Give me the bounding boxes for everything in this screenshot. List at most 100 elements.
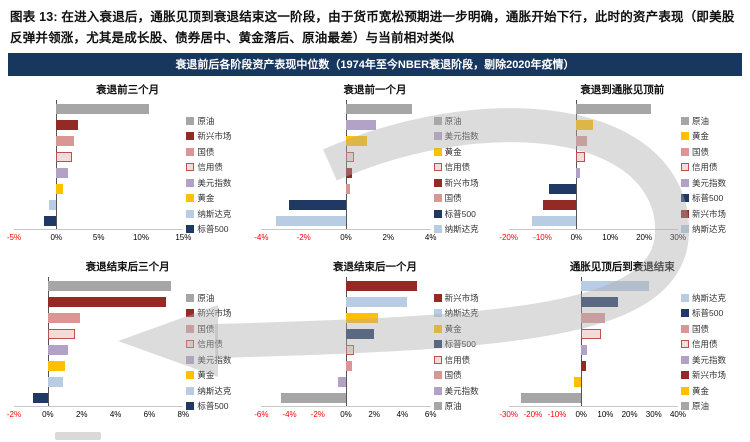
- legend-label-credit-bond: 信用债: [691, 162, 718, 172]
- footer: [0, 427, 750, 442]
- x-tick: 0%: [50, 233, 63, 243]
- legend-item-treasury-bond: 国债: [186, 323, 245, 335]
- legend: 原油 美元指数 黄金 信用债 新兴市场 国债 标普500 纳斯达克: [431, 100, 493, 249]
- bar-nasdaq: [47, 377, 64, 388]
- bar-crude-oil: [345, 104, 412, 115]
- bar-gold: [573, 377, 582, 388]
- legend-item-nasdaq: 纳斯达克: [186, 208, 245, 220]
- bar-nasdaq: [48, 200, 57, 211]
- legend-label-nasdaq: 纳斯达克: [197, 208, 232, 219]
- legend: 原油 新兴市场 国债 信用债 美元指数 黄金 纳斯达克 标普500: [183, 277, 245, 426]
- footer-logo-stub: [55, 432, 101, 440]
- x-axis: -5% 0% 5% 10% 15%: [7, 232, 191, 245]
- legend-item-gold: 黄金: [680, 385, 740, 397]
- x-tick: 10%: [132, 233, 149, 243]
- legend-label-emerging-markets: 新兴市场: [197, 131, 232, 141]
- legend-item-emerging-markets: 新兴市场: [186, 130, 245, 142]
- plot-area: [508, 277, 678, 408]
- legend-item-sp500: 标普500: [433, 208, 493, 220]
- legend-item-gold: 黄金: [186, 369, 245, 381]
- plot-area: [14, 277, 184, 408]
- legend-label-dollar-index: 美元指数: [691, 177, 726, 188]
- legend-swatch-emerging-markets: [433, 178, 442, 187]
- legend-label-crude-oil: 原油: [691, 401, 709, 411]
- legend-label-gold: 黄金: [444, 146, 462, 157]
- legend-swatch-crude-oil: [433, 116, 442, 125]
- legend-swatch-emerging-markets: [680, 209, 689, 218]
- x-tick: 2%: [368, 410, 380, 420]
- chart-post-recession-end-1m: 衰退结束后一个月 -6% -4% -2% 0% 2% 4% 6% 新兴市场 纳斯达克 黄金 标普500…: [254, 257, 493, 426]
- legend-swatch-treasury-bond: [680, 324, 689, 333]
- x-tick: -20%: [523, 410, 543, 420]
- bar-nasdaq: [532, 216, 577, 227]
- legend-label-treasury-bond: 国债: [197, 146, 215, 157]
- x-tick: 0%: [575, 410, 587, 420]
- x-tick: -30%: [499, 410, 518, 420]
- plot-wrap: -20% -10% 0% 10% 20% 30%: [499, 100, 686, 249]
- legend-swatch-gold: [433, 147, 442, 156]
- legend-swatch-nasdaq: [186, 209, 195, 218]
- legend-item-treasury-bond: 国债: [680, 146, 740, 158]
- bar-sp500: [581, 297, 618, 308]
- legend-label-emerging-markets: 新兴市场: [444, 177, 479, 188]
- legend-label-sp500: 标普500: [444, 339, 476, 349]
- x-tick: 20%: [636, 233, 653, 243]
- bar-dollar-index: [576, 168, 580, 179]
- chart-body-pre-recession-3m: -5% 0% 5% 10% 15% 原油 新兴市场 国债 信用债 美元指数 黄金 纳斯达克 标普500: [7, 100, 245, 249]
- legend-item-gold: 黄金: [186, 192, 245, 204]
- legend-swatch-sp500: [186, 402, 195, 410]
- chart-pre-recession-1m: 衰退前一个月 -4% -2% 0% 2% 4% 原油 美元指数 黄金 信用债 新兴市场 国债 标普500…: [254, 80, 493, 249]
- legend-item-crude-oil: 原油: [433, 400, 493, 412]
- legend-swatch-nasdaq: [680, 293, 689, 302]
- legend-item-credit-bond: 信用债: [680, 338, 740, 350]
- legend-item-sp500: 标普500: [680, 307, 740, 319]
- legend-item-credit-bond: 信用债: [433, 354, 493, 366]
- legend-item-emerging-markets: 新兴市场: [433, 292, 493, 304]
- legend-item-sp500: 标普500: [680, 192, 740, 204]
- charts-grid: 衰退前三个月 -5% 0% 5% 10% 15% 原油 新兴市场 国债 信用债 美元指数 黄金 纳斯达克…: [0, 80, 750, 426]
- legend-swatch-crude-oil: [186, 116, 195, 125]
- legend-label-sp500: 标普500: [197, 224, 229, 234]
- chart-body-post-recession-end-1m: -6% -4% -2% 0% 2% 4% 6% 新兴市场 纳斯达克 黄金 标普500 信用债 国债 美元指…: [254, 277, 493, 426]
- legend-swatch-emerging-markets: [433, 293, 442, 302]
- legend-label-credit-bond: 信用债: [691, 339, 718, 349]
- chart-title-pre-recession-1m: 衰退前一个月: [343, 84, 407, 97]
- x-tick: 4%: [424, 233, 437, 243]
- legend-item-gold: 黄金: [680, 130, 740, 142]
- legend-swatch-nasdaq: [680, 225, 689, 233]
- x-tick: 6%: [424, 410, 437, 420]
- legend-swatch-crude-oil: [186, 293, 195, 302]
- chart-post-recession-end-3m: 衰退结束后三个月 -2% 0% 2% 4% 6% 8% 原油 新兴市场 国债 信用债 美元指数 黄金 纳斯…: [6, 257, 245, 426]
- bar-credit-bond: [345, 152, 355, 163]
- x-tick: 30%: [669, 233, 686, 243]
- legend-item-treasury-bond: 国债: [186, 146, 245, 158]
- legend-swatch-dollar-index: [186, 178, 195, 187]
- bar-sp500: [43, 216, 57, 227]
- x-tick: -4%: [282, 410, 297, 420]
- bar-gold: [47, 361, 65, 372]
- legend-item-credit-bond: 信用债: [680, 161, 740, 173]
- x-tick: 0%: [340, 410, 352, 420]
- chart-title-pre-recession-3m: 衰退前三个月: [96, 84, 160, 97]
- legend-swatch-credit-bond: [680, 340, 689, 348]
- legend-item-nasdaq: 纳斯达克: [680, 223, 740, 235]
- x-tick: 30%: [645, 410, 662, 420]
- x-tick: 0%: [42, 410, 54, 420]
- legend-swatch-emerging-markets: [186, 132, 195, 140]
- legend-label-treasury-bond: 国债: [197, 323, 215, 334]
- legend-item-gold: 黄金: [433, 146, 493, 158]
- zero-axis-line: [345, 100, 347, 230]
- legend-item-crude-oil: 原油: [186, 292, 245, 304]
- legend-item-crude-oil: 原油: [186, 115, 245, 127]
- bar-credit-bond: [581, 329, 601, 340]
- x-tick: -2%: [6, 410, 22, 420]
- legend-label-credit-bond: 信用债: [197, 162, 223, 172]
- zero-axis-line: [47, 277, 49, 407]
- banner-text: 衰退前后各阶段资产表现中位数（1974年至今NBER衰退阶段，剔除2020年疫情…: [175, 59, 575, 72]
- legend-swatch-crude-oil: [433, 402, 442, 410]
- legend-item-nasdaq: 纳斯达克: [680, 292, 740, 304]
- legend-item-emerging-markets: 新兴市场: [680, 369, 740, 381]
- legend-label-nasdaq: 纳斯达克: [691, 224, 726, 234]
- bar-gold: [345, 313, 379, 324]
